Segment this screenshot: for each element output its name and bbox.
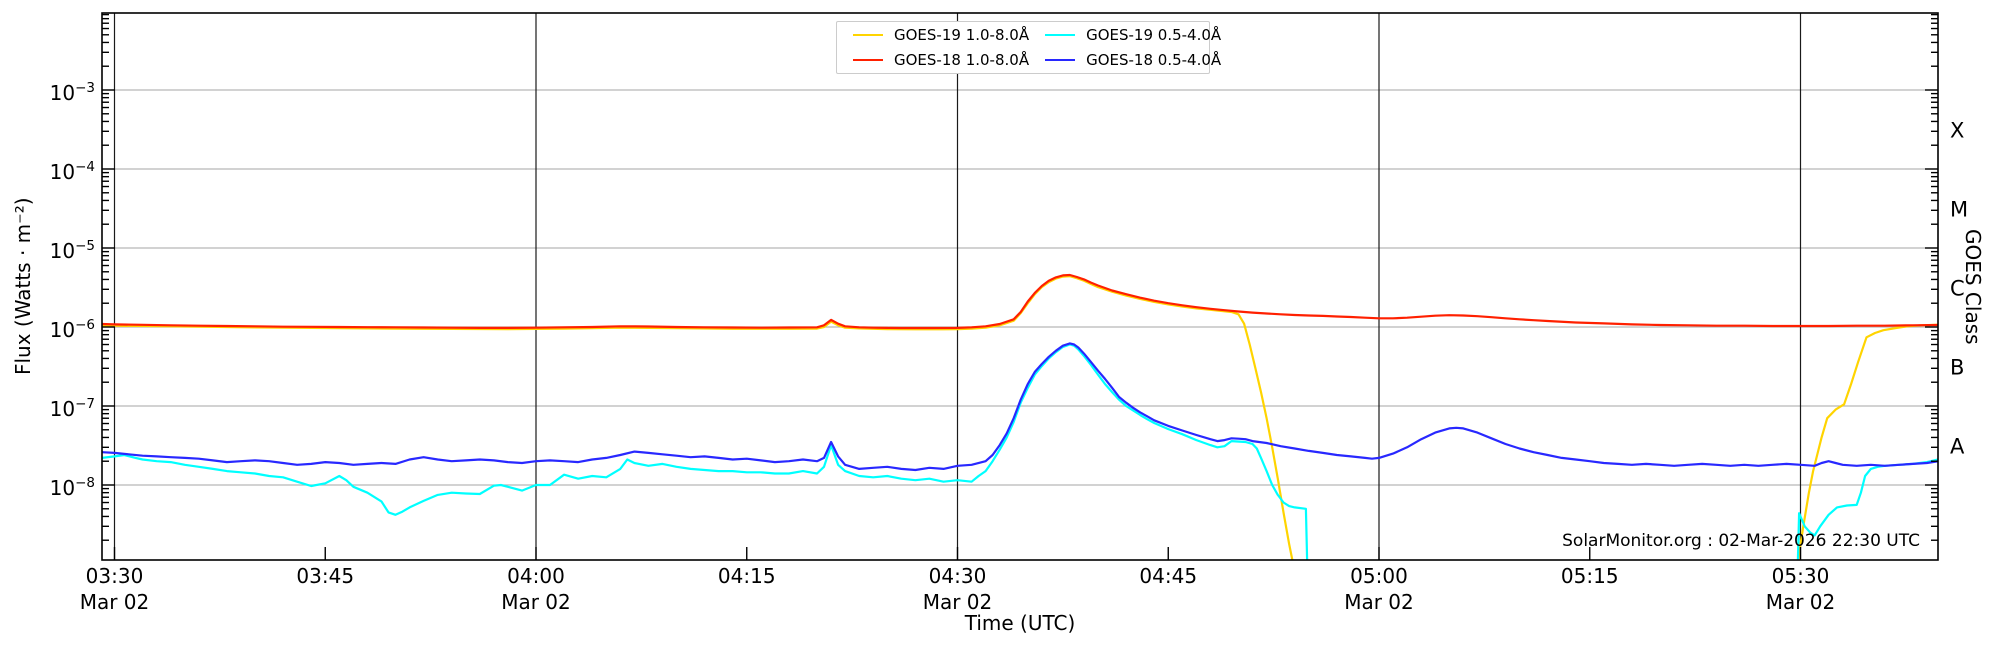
goes18-short-line-swatch <box>1045 59 1076 62</box>
x-tick-day-label: Mar 02 <box>1344 590 1414 614</box>
x-tick-label: 04:30 <box>929 564 987 588</box>
legend-item-goes18-short: GOES-18 0.5-4.0Å <box>1029 51 1221 69</box>
goes19-long-line-swatch <box>853 33 883 36</box>
legend-item-goes19-long: GOES-19 1.0-8.0Å <box>837 26 1029 44</box>
legend-label: GOES-18 0.5-4.0Å <box>1086 51 1222 70</box>
solarmonitor-credit-text: SolarMonitor.org : 02-Mar-2026 22:30 UTC <box>1562 531 1920 551</box>
legend-item-goes19-short: GOES-19 0.5-4.0Å <box>1029 26 1221 44</box>
y-tick-label: 10−8 <box>50 475 95 500</box>
series-line-goes-19-1-0-8-0- <box>102 275 1294 560</box>
legend-label: GOES-18 1.0-8.0Å <box>894 51 1030 70</box>
x-axis-title-time: Time (UTC) <box>964 611 1076 635</box>
goes-class-label: C <box>1950 277 1965 301</box>
goes-class-label: A <box>1950 435 1965 459</box>
x-tick-label: 05:15 <box>1561 564 1619 588</box>
x-tick-label: 05:30 <box>1772 564 1830 588</box>
axis-ticks <box>102 13 1938 560</box>
x-tick-label: 04:00 <box>507 564 565 588</box>
y-tick-label: 10−4 <box>50 159 95 184</box>
y-tick-label: 10−5 <box>50 238 95 263</box>
x-tick-day-label: Mar 02 <box>923 590 993 614</box>
y-axis-title-flux: Flux (Watts · m⁻²) <box>11 197 35 376</box>
x-tick-day-label: Mar 02 <box>80 590 150 614</box>
y-tick-labels: 10−8 10−7 10−6 10−5 10−4 10−3 <box>50 80 95 500</box>
vertical-gridlines <box>113 13 1802 560</box>
series-lines <box>102 273 1938 560</box>
legend-label: GOES-19 0.5-4.0Å <box>1086 25 1222 44</box>
goes-class-label: X <box>1950 119 1964 143</box>
y-tick-label: 10−3 <box>50 80 95 105</box>
legend-label: GOES-19 1.0-8.0Å <box>894 25 1030 44</box>
x-tick-day-label: Mar 02 <box>1766 590 1836 614</box>
series-line-goes-19-0-5-4-0- <box>102 343 1309 560</box>
goes18-long-line-swatch <box>853 59 883 62</box>
series-line-goes-19-1-0-8-0- <box>1796 323 1938 560</box>
y-tick-label: 10−6 <box>50 317 95 342</box>
series-line-goes-18-1-0-8-0- <box>102 273 1938 330</box>
legend-item-goes18-long: GOES-18 1.0-8.0Å <box>837 51 1029 69</box>
goes-class-labels: A B C M X <box>1950 119 1968 459</box>
goes-class-label: M <box>1950 198 1968 222</box>
y-tick-label: 10−7 <box>50 396 95 421</box>
series-line-goes-19-0-5-4-0- <box>1796 458 1938 560</box>
x-tick-label: 04:45 <box>1139 564 1197 588</box>
horizontal-gridlines <box>102 89 1938 486</box>
plot-border <box>101 12 1939 561</box>
x-tick-label: 04:15 <box>718 564 776 588</box>
x-tick-day-label: Mar 02 <box>501 590 571 614</box>
y-axis-title-goes-class: GOES Class <box>1961 228 1985 345</box>
series-line-goes-18-0-5-4-0- <box>102 342 1938 472</box>
legend: GOES-19 1.0-8.0Å GOES-18 1.0-8.0Å GOES-1… <box>836 21 1221 74</box>
x-tick-label: 03:30 <box>86 564 144 588</box>
x-tick-label: 05:00 <box>1350 564 1408 588</box>
x-tick-label: 03:45 <box>296 564 354 588</box>
goes19-short-line-swatch <box>1045 33 1076 36</box>
goes-class-label: B <box>1950 356 1964 380</box>
